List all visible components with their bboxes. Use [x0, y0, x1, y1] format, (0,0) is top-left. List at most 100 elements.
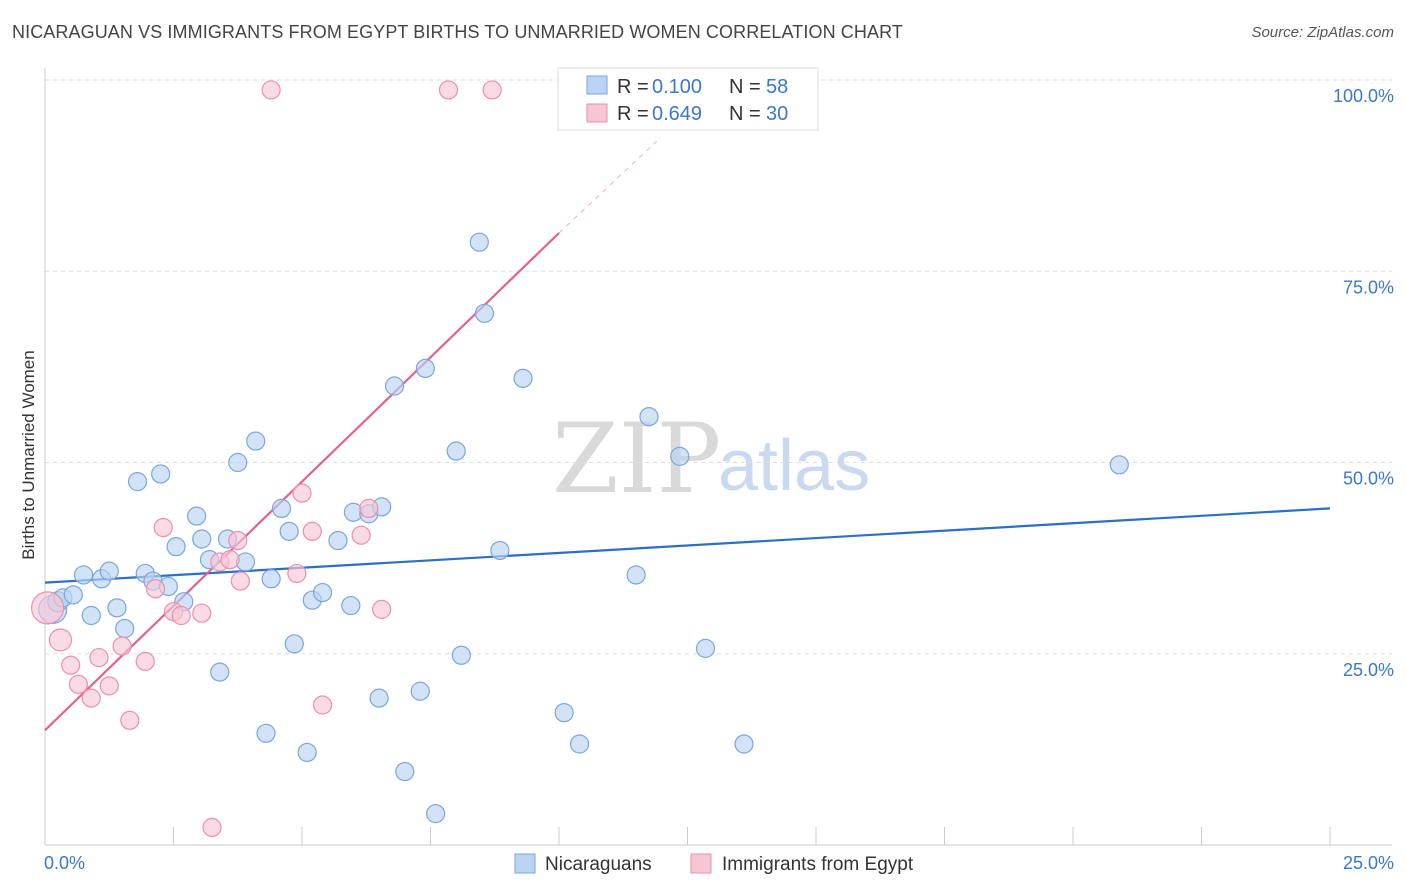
point-nicaraguans-44: [446, 441, 466, 461]
point-nicaraguans-7: [99, 561, 119, 581]
point-egypt-25: [351, 525, 371, 545]
point-egypt-26: [359, 498, 379, 518]
point-nicaraguans-32: [312, 582, 333, 603]
x-tick-label-min: 0.0%: [44, 853, 85, 873]
point-egypt-2: [61, 655, 81, 675]
point-nicaraguans-4: [73, 565, 94, 585]
point-nicaraguans-10: [127, 472, 148, 492]
point-nicaraguans-57: [1109, 455, 1129, 475]
point-nicaraguans-15: [166, 537, 186, 557]
point-nicaraguans-33: [328, 530, 348, 551]
legend-swatch-egypt: [586, 103, 608, 123]
legend-r-value-nicaraguans: 0.100: [652, 76, 702, 98]
point-egypt-24: [312, 695, 333, 715]
bottom-legend-swatch-nicaraguans: [514, 853, 536, 874]
legend-swatch-nicaraguans: [586, 75, 608, 95]
point-nicaraguans-18: [192, 529, 212, 549]
y-tick-label-100: 100.0%: [1333, 86, 1394, 106]
point-egypt-4: [81, 688, 101, 708]
point-nicaraguans-20: [210, 662, 230, 682]
point-egypt-17: [220, 550, 240, 570]
point-nicaraguans-40: [395, 761, 415, 782]
point-nicaraguans-55: [695, 638, 716, 658]
series-legend: Nicaraguans Immigrants from Egypt: [514, 853, 914, 875]
point-nicaraguans-9: [115, 618, 135, 639]
point-egypt-15: [202, 817, 222, 838]
legend-r-label-2: R =: [617, 103, 649, 125]
y-tick-label-75: 75.0%: [1343, 277, 1394, 297]
point-egypt-27: [372, 599, 392, 619]
point-nicaraguans-38: [369, 688, 389, 708]
point-egypt-13: [171, 605, 191, 626]
legend-n-value-nicaraguans: 58: [766, 76, 788, 98]
point-nicaraguans-28: [279, 521, 299, 541]
point-nicaraguans-56: [734, 734, 754, 754]
point-egypt-22: [292, 483, 312, 503]
watermark: ZIP atlas: [552, 403, 870, 515]
point-nicaraguans-25: [256, 723, 276, 743]
bottom-legend-label-egypt: Immigrants from Egypt: [722, 854, 914, 875]
point-egypt-6: [99, 676, 119, 696]
point-nicaraguans-54: [670, 446, 690, 466]
point-nicaraguans-47: [474, 303, 495, 323]
point-nicaraguans-24: [246, 431, 266, 451]
point-egypt-3: [68, 674, 89, 694]
legend-r-value-egypt: 0.649: [652, 103, 702, 125]
point-egypt-5: [89, 647, 109, 668]
point-egypt-18: [228, 530, 248, 551]
data-points: [30, 80, 1129, 838]
point-egypt-23: [302, 521, 322, 541]
point-egypt-19: [230, 571, 250, 591]
point-egypt-7: [112, 636, 132, 656]
point-nicaraguans-48: [490, 540, 510, 561]
point-nicaraguans-42: [415, 358, 435, 379]
point-nicaraguans-3: [63, 585, 83, 605]
point-egypt-29: [482, 80, 502, 100]
bottom-legend-label-nicaraguans: Nicaraguans: [545, 854, 652, 875]
point-egypt-9: [135, 651, 155, 672]
watermark-atlas: atlas: [718, 426, 870, 506]
point-nicaraguans-43: [426, 804, 446, 824]
y-tick-label-50: 50.0%: [1343, 469, 1394, 489]
gridlines: [45, 79, 1392, 655]
chart-title: NICARAGUAN VS IMMIGRANTS FROM EGYPT BIRT…: [12, 22, 903, 42]
y-tick-label-25: 25.0%: [1343, 660, 1394, 680]
point-nicaraguans-45: [451, 645, 471, 665]
point-nicaraguans-53: [639, 407, 659, 427]
point-nicaraguans-26: [261, 569, 281, 589]
point-nicaraguans-30: [297, 742, 317, 763]
point-egypt-14: [192, 603, 212, 623]
trend-line-extension-egypt: [558, 140, 658, 234]
source-credit: Source: ZipAtlas.com: [1251, 24, 1394, 41]
x-tick-label-max: 25.0%: [1343, 853, 1394, 873]
point-egypt-1: [48, 628, 73, 652]
legend-r-label-1: R =: [617, 76, 649, 98]
point-nicaraguans-13: [151, 464, 171, 484]
point-nicaraguans-17: [187, 506, 207, 526]
point-egypt-8: [120, 710, 140, 730]
point-egypt-20: [261, 80, 281, 100]
trend-line-nicaraguans: [44, 507, 1331, 584]
point-nicaraguans-49: [513, 368, 533, 388]
bottom-legend-swatch-egypt: [690, 853, 712, 874]
point-egypt-11: [153, 517, 173, 538]
point-nicaraguans-39: [384, 376, 405, 396]
point-egypt-21: [287, 563, 307, 584]
point-nicaraguans-52: [626, 565, 646, 585]
axes: [44, 68, 1392, 846]
point-nicaraguans-29: [284, 634, 304, 654]
legend-n-label-1: N =: [729, 76, 761, 98]
point-egypt-0: [30, 591, 65, 625]
y-axis-label: Births to Unmarried Women: [19, 350, 38, 559]
point-nicaraguans-5: [81, 605, 101, 626]
legend-n-label-2: N =: [729, 103, 761, 125]
point-egypt-28: [438, 80, 459, 100]
point-nicaraguans-8: [107, 598, 127, 618]
point-nicaraguans-46: [469, 232, 489, 252]
watermark-zip: ZIP: [552, 403, 721, 515]
point-nicaraguans-34: [341, 595, 361, 616]
point-nicaraguans-50: [554, 703, 574, 723]
point-nicaraguans-41: [410, 681, 430, 701]
point-egypt-10: [145, 579, 166, 599]
